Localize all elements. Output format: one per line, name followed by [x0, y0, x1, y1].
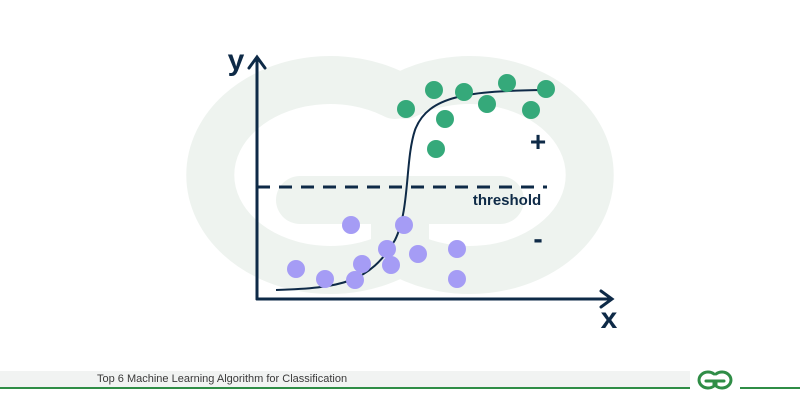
x-axis-arrow-icon — [599, 289, 615, 309]
footer-caption: Top 6 Machine Learning Algorithm for Cla… — [97, 373, 348, 385]
footer-divider — [740, 387, 800, 389]
positive-point — [436, 110, 454, 128]
x-axis-label: x — [601, 302, 618, 335]
negative-point — [353, 255, 371, 273]
negative-point — [287, 260, 305, 278]
positive-point — [427, 140, 445, 158]
geeksforgeeks-logo-icon — [697, 370, 733, 390]
negative-point — [378, 240, 396, 258]
positive-point — [425, 81, 443, 99]
negative-points — [287, 216, 466, 289]
negative-point — [448, 240, 466, 258]
positive-point — [522, 101, 540, 119]
negative-class-label: - — [533, 223, 542, 254]
positive-class-label: + — [530, 126, 546, 157]
negative-point — [409, 245, 427, 263]
footer-bar — [0, 371, 690, 387]
negative-point — [382, 256, 400, 274]
footer-divider — [0, 387, 690, 389]
negative-point — [316, 270, 334, 288]
positive-point — [455, 83, 473, 101]
y-axis-arrow-icon — [247, 54, 267, 70]
positive-point — [397, 100, 415, 118]
positive-points — [397, 74, 555, 158]
negative-point — [395, 216, 413, 234]
negative-point — [448, 270, 466, 288]
positive-point — [478, 95, 496, 113]
positive-point — [537, 80, 555, 98]
axes — [247, 54, 615, 309]
watermark-logo-icon — [186, 56, 614, 294]
negative-point — [342, 216, 360, 234]
y-axis-label: y — [228, 44, 245, 77]
footer: Top 6 Machine Learning Algorithm for Cla… — [0, 366, 800, 400]
threshold-label: threshold — [473, 192, 541, 209]
positive-point — [498, 74, 516, 92]
negative-point — [346, 271, 364, 289]
